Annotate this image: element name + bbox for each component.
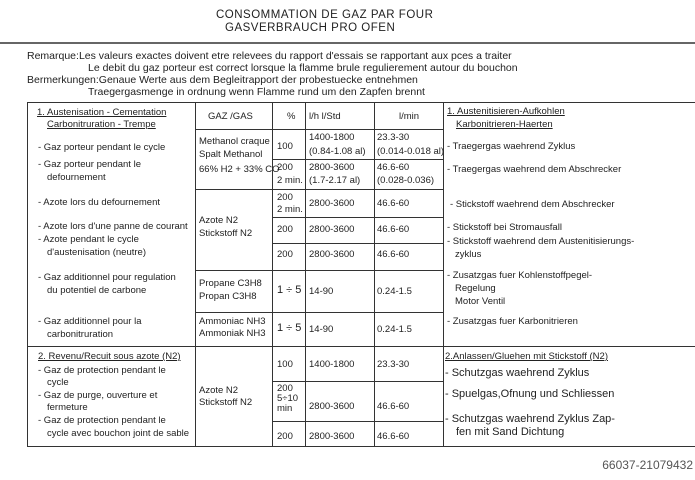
lmin-value: 46.6-60 <box>377 198 410 209</box>
section2-title: 2. Revenu/Recuit sous azote (N2) <box>38 351 181 362</box>
section1-title: 1. Austenisation - Cementation <box>37 107 167 118</box>
lh-value: 2800-3600 <box>309 401 355 412</box>
gas-name: Stickstoff N2 <box>199 397 253 408</box>
list-item: du potentiel de carbone <box>47 285 147 296</box>
list-item: - Zusatzgas fuer Kohlenstoffpegel- <box>447 270 593 281</box>
lh-value: 2800-3600 <box>309 162 355 173</box>
list-item: - Gaz de purge, ouverture et <box>38 390 158 401</box>
lh-value: (1.7-2.17 al) <box>309 175 361 186</box>
lh-value: 2800-3600 <box>309 249 355 260</box>
lmin-value: 23.3-30 <box>377 132 410 143</box>
lh-value: 14-90 <box>309 286 334 297</box>
list-item: - Stickstoff waehrend dem Austenitisieru… <box>447 236 635 247</box>
lh-value: 2800-3600 <box>309 198 355 209</box>
list-item: fen mit Sand Dichtung <box>456 426 565 438</box>
watermark-id: 66037-21079432 <box>602 458 693 472</box>
list-item: - Azote pendant le cycle <box>38 234 139 245</box>
gas-name: Azote N2 <box>199 385 239 396</box>
gas-name: Ammoniac NH3 <box>199 316 266 327</box>
list-item: - Gaz additionnel pour regulation <box>38 272 176 283</box>
lh-value: 2800-3600 <box>309 224 355 235</box>
pct-value: 200 <box>277 249 293 260</box>
gas-name: Methanol craque <box>199 136 270 147</box>
list-item: - Schutzgas waehrend Zyklus Zap- <box>445 413 615 425</box>
list-item: - Gaz de protection pendant le <box>38 365 166 376</box>
lh-value: 1400-1800 <box>309 359 355 370</box>
header-lmin: l/min <box>399 111 420 122</box>
pct-value: 100 <box>277 141 293 152</box>
lmin-value: 46.6-60 <box>377 162 410 173</box>
list-item: - Gaz additionnel pour la <box>38 316 142 327</box>
list-item: - Zusatzgas fuer Karbonitrieren <box>447 316 578 327</box>
gas-name: Ammoniak NH3 <box>199 328 266 339</box>
pct-value: 2 min. <box>277 204 303 215</box>
list-item: cycle <box>47 377 69 388</box>
pct-value: 200 <box>277 192 293 203</box>
lh-value: (0.84-1.08 al) <box>309 146 366 157</box>
list-item: zyklus <box>455 249 482 260</box>
list-item: - Stickstoff waehrend dem Abschrecker <box>450 199 615 210</box>
pct-value: 200 <box>277 162 293 173</box>
lmin-value: 46.6-60 <box>377 431 410 442</box>
pct-value: 200 <box>277 431 293 442</box>
list-item: - Azote lors d'une panne de courant <box>38 221 188 232</box>
pct-value: 200 <box>277 383 293 394</box>
list-item: - Gaz porteur pendant le <box>38 159 141 170</box>
lmin-value: (0.014-0.018 al) <box>377 146 445 157</box>
remark: Traegergasmenge in ordnung wenn Flamme r… <box>88 86 425 98</box>
remark: Bermerkungen:Genaue Werte aus dem Beglei… <box>27 74 418 86</box>
remark: Le debit du gaz porteur est correct lors… <box>88 62 518 74</box>
gas-name: Propan C3H8 <box>199 291 257 302</box>
pct-value: 1 ÷ 5 <box>277 322 302 334</box>
pct-value: 2 min. <box>277 175 303 186</box>
gas-name: Stickstoff N2 <box>199 228 253 239</box>
remark: Remarque:Les valeurs exactes doivent etr… <box>27 50 512 62</box>
pct-value: 100 <box>277 359 293 370</box>
divider <box>0 42 695 44</box>
title-de: GASVERBRAUCH PRO OFEN <box>225 22 396 34</box>
header-lh: l/h l/Std <box>309 111 341 122</box>
list-item: Motor Ventil <box>455 296 506 307</box>
header-gas: GAZ /GAS <box>208 111 253 122</box>
list-item: fermeture <box>47 402 88 413</box>
list-item: Regelung <box>455 283 496 294</box>
list-item: cycle avec bouchon joint de sable <box>47 428 190 439</box>
list-item: - Gaz porteur pendant le cycle <box>38 142 166 153</box>
list-item: defournement <box>47 172 106 183</box>
list-item: - Azote lors du defournement <box>38 197 160 208</box>
gas-name: Spalt Methanol <box>199 149 263 160</box>
section1-title-de: 1. Austenitisieren-Aufkohlen <box>447 106 565 117</box>
list-item: carbonitruration <box>47 329 114 340</box>
list-item: d'austenisation (neutre) <box>47 247 146 258</box>
lmin-value: 46.6-60 <box>377 249 410 260</box>
title-fr: CONSOMMATION DE GAZ PAR FOUR <box>216 9 434 21</box>
lmin-value: 46.6-60 <box>377 401 410 412</box>
lmin-value: (0.028-0.036) <box>377 175 435 186</box>
section1-title-de: Karbonitrieren-Haerten <box>456 119 553 130</box>
section2-title-de: 2.Anlassen/Gluehen mit Stickstoff (N2) <box>445 351 608 362</box>
list-item: - Schutzgas waehrend Zyklus <box>445 367 590 379</box>
gas-name: 66% H2 + 33% CO <box>199 164 280 175</box>
list-item: - Spuelgas,Ofnung und Schliessen <box>445 388 615 400</box>
lh-value: 1400-1800 <box>309 132 355 143</box>
gas-name: Azote N2 <box>199 215 239 226</box>
pct-value: 200 <box>277 224 293 235</box>
pct-value: 1 ÷ 5 <box>277 284 302 296</box>
lh-value: 2800-3600 <box>309 431 355 442</box>
list-item: - Stickstoff bei Stromausfall <box>447 222 562 233</box>
lmin-value: 23.3-30 <box>377 359 410 370</box>
header-percent: % <box>287 111 296 122</box>
lmin-value: 0.24-1.5 <box>377 286 412 297</box>
list-item: - Traegergas waehrend Zyklus <box>447 141 576 152</box>
lmin-value: 0.24-1.5 <box>377 324 412 335</box>
pct-value: 5÷10 <box>277 393 299 404</box>
gas-name: Propane C3H8 <box>199 278 262 289</box>
list-item: - Gaz de protection pendant le <box>38 415 166 426</box>
section1-title: Carbonitruration - Trempe <box>47 119 156 130</box>
list-item: - Traegergas waehrend dem Abschrecker <box>447 164 622 175</box>
lmin-value: 46.6-60 <box>377 224 410 235</box>
lh-value: 14-90 <box>309 324 334 335</box>
pct-value: min <box>277 403 293 414</box>
